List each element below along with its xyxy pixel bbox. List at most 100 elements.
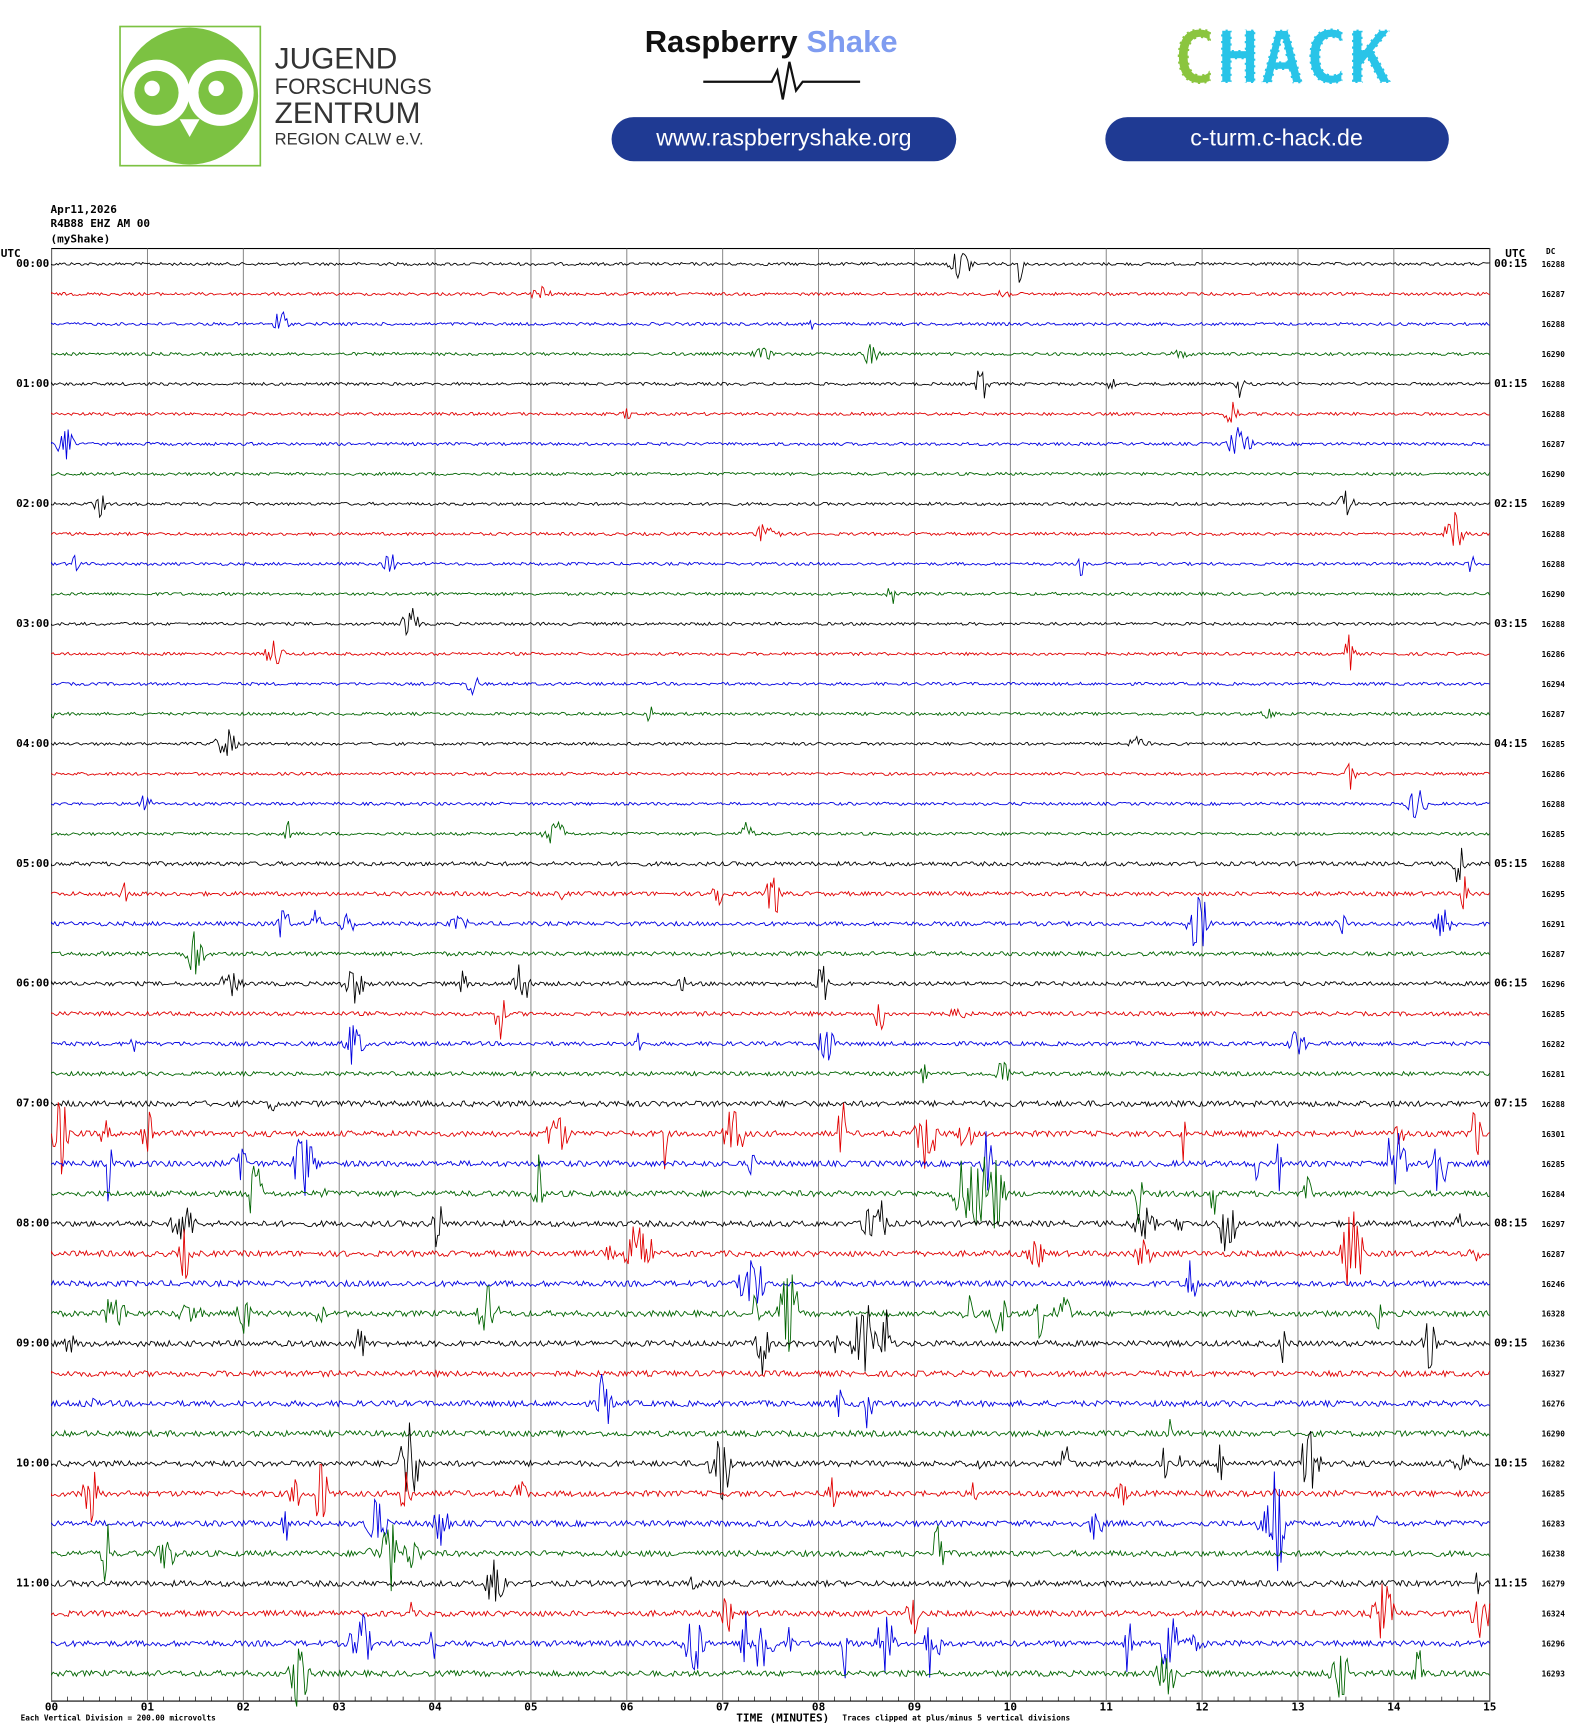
dc-value: 16288 (1542, 530, 1566, 539)
dc-value: 16286 (1542, 650, 1566, 659)
brand-second: Shake (806, 24, 897, 59)
jfz-logo (119, 25, 262, 167)
right-time: 07:15 (1494, 1097, 1527, 1110)
dc-value: 16288 (1542, 260, 1566, 269)
chack-logo: CHACK (1172, 16, 1392, 101)
trace (51, 1099, 1490, 1112)
dc-value: 16287 (1542, 710, 1566, 719)
minute-label: 13 (1291, 1701, 1304, 1714)
chack-url-pill[interactable] (1105, 117, 1449, 162)
dc-value: 16328 (1542, 1310, 1566, 1319)
dc-value: 16290 (1542, 350, 1566, 359)
trace (51, 1260, 1490, 1304)
trace (51, 554, 1490, 577)
dc-value: 16281 (1542, 1070, 1566, 1079)
org-line: ZENTRUM (275, 97, 421, 130)
trace (51, 344, 1491, 365)
brand-url-pill[interactable] (611, 117, 957, 162)
date: Apr11,2026 (50, 203, 117, 216)
trace (51, 512, 1491, 546)
scale-note: Each Vertical Division = 200.00 microvol… (21, 1714, 217, 1723)
trace (51, 1369, 1491, 1379)
dc-value: 16276 (1542, 1400, 1566, 1409)
dc-value: 16324 (1542, 1610, 1566, 1619)
dc-value: 16287 (1542, 440, 1566, 449)
trace (51, 1648, 1491, 1707)
dc-value: 16285 (1542, 1160, 1566, 1169)
dc-value: 16282 (1542, 1460, 1565, 1469)
x-title: TIME (MINUTES) (736, 1712, 829, 1725)
trace (51, 252, 1490, 283)
plot: 00 01 02 03 04 05 06 07 08 09 10 11 12 13 14 15 00:00 00:… (16, 248, 1566, 1714)
left-time: 11:00 (16, 1577, 49, 1590)
trace (51, 634, 1490, 671)
dc-value: 16290 (1542, 1430, 1566, 1439)
dc-value: 16290 (1542, 470, 1566, 479)
dc-value: 16294 (1542, 680, 1566, 689)
dc-value: 16288 (1542, 620, 1566, 629)
dc-value: 16285 (1542, 830, 1566, 839)
dc-value: 16296 (1542, 980, 1566, 989)
left-time: 07:00 (16, 1097, 49, 1110)
right-time: 05:15 (1494, 857, 1527, 870)
minute-label: 08 (812, 1701, 825, 1714)
trace (51, 471, 1491, 477)
dc-value: 16283 (1542, 1520, 1566, 1529)
minute-label: 04 (428, 1701, 442, 1714)
left-time: 08:00 (16, 1217, 49, 1230)
dc-value: 16327 (1542, 1370, 1566, 1379)
minute-label: 10 (1004, 1701, 1017, 1714)
minute-label: 02 (237, 1701, 250, 1714)
trace (51, 1000, 1490, 1040)
dc-value: 16301 (1542, 1130, 1566, 1139)
dc-value: 16285 (1542, 740, 1566, 749)
left-unit: UTC (1, 247, 21, 260)
dc-value: 16288 (1542, 560, 1566, 569)
dc-value: 16285 (1542, 1010, 1566, 1019)
left-time: 05:00 (16, 857, 49, 870)
clip-note: Traces clipped at plus/minus 5 vertical … (842, 1714, 1070, 1723)
trace (51, 1025, 1491, 1065)
dc-value: 16287 (1542, 1250, 1566, 1259)
trace (51, 370, 1490, 399)
trace (51, 790, 1490, 819)
dc-value: 16297 (1542, 1220, 1566, 1229)
trace (51, 676, 1490, 697)
left-time: 06:00 (16, 977, 49, 990)
trace (51, 706, 1491, 723)
trace (51, 608, 1490, 637)
trace (51, 876, 1491, 914)
left-time: 09:00 (16, 1337, 49, 1350)
right-unit: UTC (1505, 247, 1525, 260)
dc-value: 16288 (1542, 1100, 1566, 1109)
dc-value: 16290 (1542, 590, 1566, 599)
trace (51, 1131, 1491, 1202)
minute-label: 01 (141, 1701, 155, 1714)
trace (51, 427, 1490, 460)
trace (51, 931, 1491, 975)
trace (51, 1211, 1491, 1286)
trace (51, 1274, 1490, 1352)
brand-url[interactable]: www.raspberryshake.org (655, 124, 911, 150)
trace (51, 964, 1490, 1004)
dc-value: 16285 (1542, 1490, 1566, 1499)
dc-value: 16288 (1542, 800, 1566, 809)
dc-value: 16293 (1542, 1670, 1566, 1679)
trace (51, 401, 1490, 424)
trace (51, 1471, 1491, 1572)
dc-value: 16287 (1542, 950, 1566, 959)
trace (51, 1583, 1491, 1639)
trace (51, 1102, 1490, 1175)
right-time: 10:15 (1494, 1457, 1527, 1470)
dc-value: 16288 (1542, 410, 1566, 419)
right-time: 09:15 (1494, 1337, 1527, 1350)
trace (51, 1200, 1490, 1252)
dc-value: 16282 (1542, 1040, 1565, 1049)
trace (51, 1154, 1490, 1229)
right-time: 06:15 (1494, 977, 1527, 990)
chack-url[interactable]: c-turm.c-hack.de (1190, 124, 1363, 150)
dc-value: 16284 (1542, 1190, 1566, 1199)
dc-value: 16236 (1542, 1340, 1566, 1349)
brand-squiggle (703, 61, 861, 100)
trace (51, 1374, 1490, 1429)
